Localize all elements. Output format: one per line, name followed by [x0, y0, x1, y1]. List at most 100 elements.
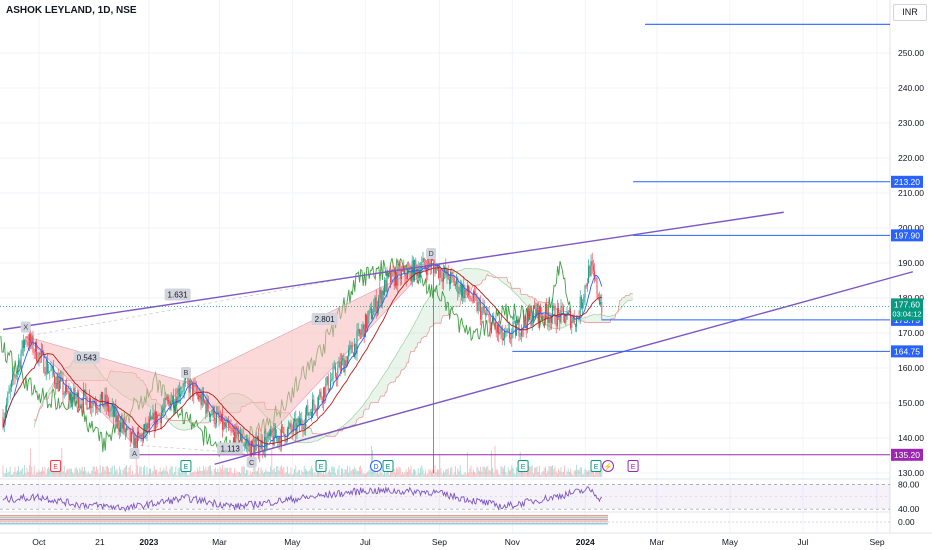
candle-body: [349, 346, 351, 350]
volume-bar: [344, 469, 346, 477]
candle-body: [192, 381, 194, 397]
volume-bar: [236, 471, 238, 477]
candle-body: [146, 423, 148, 434]
volume-bar: [289, 473, 291, 477]
candle-body: [318, 396, 320, 406]
candle-body: [483, 306, 485, 313]
volume-bar: [352, 469, 354, 477]
volume-bar: [51, 469, 53, 477]
earnings-marker[interactable]: [50, 460, 62, 472]
volume-bar: [152, 470, 154, 477]
earnings-marker[interactable]: [180, 460, 192, 472]
candle-body: [150, 416, 152, 420]
volume-bar: [37, 472, 39, 477]
split-marker[interactable]: [601, 460, 614, 472]
candle-body: [220, 413, 222, 422]
volume-bar: [590, 468, 592, 477]
earnings-marker[interactable]: [382, 460, 394, 472]
candle-body: [235, 426, 237, 446]
y-tick-label: 210.00: [898, 188, 924, 198]
earnings-marker[interactable]: [590, 460, 602, 472]
earnings-marker[interactable]: [627, 460, 639, 472]
volume-bar: [549, 465, 551, 477]
volume-bar: [462, 474, 464, 477]
volume-bar: [192, 472, 194, 477]
volume-bar: [33, 465, 35, 477]
candle-body: [142, 431, 144, 441]
harmonic-ratio-line: [25, 336, 187, 383]
volume-bar: [146, 466, 148, 477]
volume-bar: [362, 473, 364, 477]
candle-body: [559, 312, 561, 323]
volume-bar: [169, 468, 171, 477]
candle-body: [357, 329, 359, 332]
candle-body: [324, 387, 326, 398]
candle-body: [313, 399, 315, 406]
volume-bar: [434, 465, 436, 477]
candle-body: [399, 267, 401, 280]
volume-bar: [398, 466, 400, 477]
currency-button[interactable]: INR: [893, 4, 927, 21]
volume-bar: [27, 471, 29, 477]
x-tick-label: May: [722, 537, 739, 547]
volume-bar: [283, 466, 285, 477]
conversion-line: [2, 263, 603, 448]
volume-bar: [141, 474, 143, 477]
trendline[interactable]: [2, 211, 784, 331]
volume-bar: [435, 472, 437, 477]
candle-body: [6, 403, 8, 413]
volume-bar: [577, 469, 579, 477]
earnings-marker[interactable]: [517, 460, 529, 472]
volume-bar: [394, 473, 396, 477]
volume-bar: [556, 473, 558, 477]
volume-bar: [261, 470, 263, 477]
volume-bar: [142, 467, 144, 477]
volume-bar: [392, 468, 394, 477]
candle-body: [133, 432, 135, 453]
dividend-marker[interactable]: [370, 460, 383, 472]
candle-body: [127, 427, 129, 428]
earnings-marker[interactable]: [315, 460, 327, 472]
volume-bar: [126, 465, 128, 477]
volume-bar: [427, 473, 429, 477]
volume-bar: [555, 471, 557, 477]
candle-body: [58, 380, 60, 391]
volume-bar: [506, 474, 508, 477]
volume-bar: [356, 470, 358, 477]
volume-bar: [366, 472, 368, 477]
volume-bar: [524, 471, 526, 477]
volume-bar: [114, 465, 116, 477]
candle-body: [292, 421, 294, 432]
y-tick-label: 230.00: [898, 118, 924, 128]
candle-body: [495, 327, 497, 333]
candle-body: [492, 317, 494, 323]
volume-bar: [339, 474, 341, 477]
volume-bar: [480, 467, 482, 477]
candle-body: [40, 350, 42, 356]
volume-bar: [444, 472, 446, 477]
candle-body: [470, 297, 472, 301]
candle-body: [519, 335, 521, 337]
candle-body: [433, 260, 435, 265]
candle-body: [51, 365, 53, 370]
volume-bar: [115, 470, 117, 477]
candle-body: [373, 306, 375, 315]
volume-bar: [405, 469, 407, 477]
volume-bar: [327, 471, 329, 477]
candle-body: [364, 314, 366, 338]
level-badge-label: 197.90: [894, 230, 920, 240]
candle-body: [565, 319, 567, 323]
volume-bar: [298, 470, 300, 477]
candle-body: [541, 313, 543, 318]
candle-body: [286, 428, 288, 441]
volume-bar: [572, 474, 574, 477]
candle-body: [34, 342, 36, 353]
candle-body: [241, 434, 243, 446]
volume-bar: [578, 469, 580, 477]
volume-bar: [450, 467, 452, 477]
candle-body: [331, 378, 333, 381]
candle-body: [38, 352, 40, 363]
trendline[interactable]: [214, 271, 914, 465]
candle-body: [507, 328, 509, 330]
